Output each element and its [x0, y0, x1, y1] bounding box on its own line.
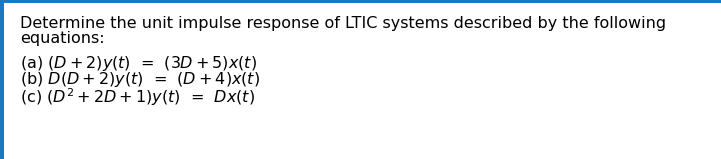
Text: (c) $(D^2 + 2D + 1)y(t)$  =  $Dx(t)$: (c) $(D^2 + 2D + 1)y(t)$ = $Dx(t)$	[20, 86, 255, 108]
Text: (b) $D(D + 2)y(t)$  =  $(D + 4)x(t)$: (b) $D(D + 2)y(t)$ = $(D + 4)x(t)$	[20, 70, 260, 89]
Text: Determine the unit impulse response of LTIC systems described by the following: Determine the unit impulse response of L…	[20, 16, 666, 31]
Text: equations:: equations:	[20, 31, 105, 46]
Text: (a) $(D + 2)y(t)$  =  $(3D + 5)x(t)$: (a) $(D + 2)y(t)$ = $(3D + 5)x(t)$	[20, 54, 257, 73]
Bar	[0, 0, 721, 3]
Bar	[0, 0, 4, 159]
